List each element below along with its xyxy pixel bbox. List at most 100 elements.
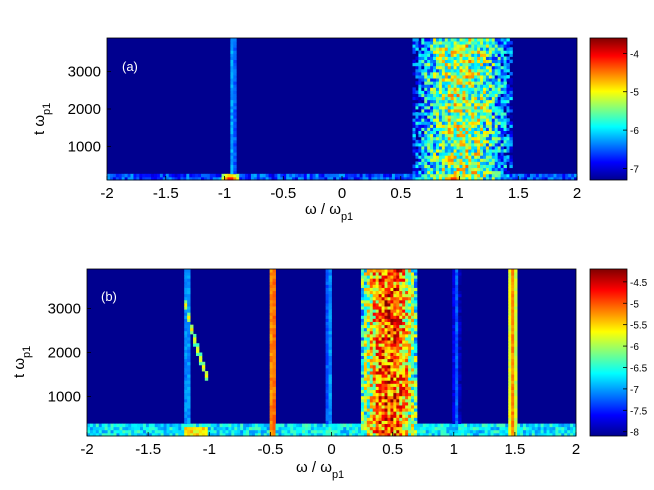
- heatmap-cell: [166, 423, 170, 428]
- heatmap-cell: [198, 358, 203, 363]
- heatmap-cell: [408, 278, 412, 282]
- heatmap-cell: [413, 367, 418, 372]
- heatmap-cell: [195, 176, 199, 181]
- heatmap-cell: [262, 173, 267, 178]
- heatmap-cell: [230, 115, 234, 119]
- heatmap-cell: [456, 164, 460, 169]
- heatmap-cell: [381, 405, 385, 409]
- heatmap-cell: [375, 296, 380, 301]
- heatmap-cell: [337, 426, 341, 431]
- heatmap-cell: [415, 161, 419, 165]
- heatmap-cell: [399, 315, 403, 319]
- heatmap-cell: [272, 275, 276, 279]
- heatmap-cell: [384, 306, 388, 310]
- heatmap-cell: [494, 59, 499, 64]
- heatmap-cell: [343, 429, 347, 434]
- heatmap-cell: [465, 173, 469, 178]
- heatmap-cell: [269, 293, 273, 298]
- heatmap-cell: [184, 333, 188, 338]
- heatmap-cell: [480, 53, 484, 57]
- heatmap-cell: [511, 367, 515, 372]
- heatmap-cell: [571, 176, 575, 181]
- heatmap-cell: [511, 306, 515, 310]
- heatmap-cell: [474, 56, 478, 61]
- heatmap-cell: [430, 59, 434, 64]
- heatmap-cell: [413, 408, 418, 412]
- heatmap-cell: [497, 115, 502, 119]
- heatmap-cell: [328, 408, 332, 412]
- heatmap-cell: [375, 290, 380, 295]
- heatmap-cell: [465, 44, 469, 48]
- heatmap-cell: [468, 90, 472, 94]
- heatmap-cell: [381, 281, 385, 285]
- heatmap-cell: [325, 389, 329, 394]
- heatmap-cell: [535, 176, 540, 181]
- heatmap-cell: [508, 367, 512, 372]
- heatmap-cell: [381, 361, 385, 366]
- heatmap-cell: [198, 173, 202, 178]
- heatmap-cell: [493, 426, 497, 431]
- heatmap-cell: [402, 414, 406, 418]
- heatmap-cell: [187, 432, 191, 437]
- heatmap-cell: [458, 290, 462, 295]
- heatmap-cell: [488, 121, 493, 125]
- heatmap-cell: [337, 423, 341, 428]
- heatmap-cell: [491, 44, 496, 48]
- heatmap-cell: [162, 176, 167, 181]
- heatmap-cell: [494, 130, 499, 135]
- heatmap-cell: [328, 352, 332, 356]
- heatmap-cell: [472, 429, 477, 434]
- heatmap-cell: [269, 429, 273, 434]
- heatmap-cell: [233, 164, 237, 169]
- heatmap-cell: [494, 139, 499, 144]
- heatmap-cell: [415, 56, 419, 61]
- heatmap-cell: [511, 358, 515, 363]
- x-tick-label: 2: [572, 441, 580, 458]
- heatmap-cell: [151, 176, 155, 181]
- y-axis-label-a: t ωp1: [31, 103, 53, 135]
- heatmap-cell: [500, 44, 504, 48]
- heatmap-cell: [363, 284, 368, 288]
- heatmap-cell: [474, 161, 478, 165]
- heatmap-cell: [506, 176, 510, 181]
- heatmap-cell: [500, 115, 504, 119]
- heatmap-cell: [269, 389, 273, 394]
- heatmap-cell: [254, 426, 259, 431]
- heatmap-cell: [444, 50, 449, 54]
- heatmap-cell: [427, 56, 431, 61]
- heatmap-cell: [325, 377, 329, 381]
- heatmap-cell: [399, 272, 403, 276]
- heatmap-cell: [269, 367, 273, 372]
- heatmap-cell: [328, 315, 332, 319]
- heatmap-cell: [483, 142, 487, 147]
- heatmap-cell: [418, 87, 422, 91]
- heatmap-cell: [441, 121, 446, 125]
- heatmap-cell: [488, 62, 493, 67]
- heatmap-cell: [558, 426, 562, 431]
- heatmap-cell: [375, 346, 380, 350]
- heatmap-cell: [438, 102, 443, 107]
- heatmap-cell: [456, 62, 460, 67]
- heatmap-cell: [488, 158, 493, 162]
- heatmap-cell: [436, 115, 440, 119]
- heatmap-cell: [269, 340, 273, 344]
- heatmap-cell: [346, 426, 350, 431]
- heatmap-cell: [471, 164, 475, 169]
- heatmap-cell: [438, 65, 443, 70]
- heatmap-cell: [253, 173, 258, 178]
- heatmap-cell: [325, 321, 329, 326]
- heatmap-cell: [243, 426, 247, 431]
- heatmap-cell: [458, 296, 462, 301]
- heatmap-cell: [500, 109, 504, 113]
- heatmap-cell: [453, 71, 457, 76]
- heatmap-cell: [427, 47, 431, 51]
- heatmap-cell: [399, 312, 403, 316]
- heatmap-cell: [480, 115, 484, 119]
- heatmap-cell: [483, 93, 487, 98]
- heatmap-cell: [452, 408, 456, 412]
- heatmap-cell: [452, 290, 456, 295]
- heatmap-cell: [508, 414, 512, 418]
- heatmap-cell: [408, 290, 412, 295]
- heatmap-cell: [236, 173, 240, 178]
- heatmap-cell: [455, 312, 459, 316]
